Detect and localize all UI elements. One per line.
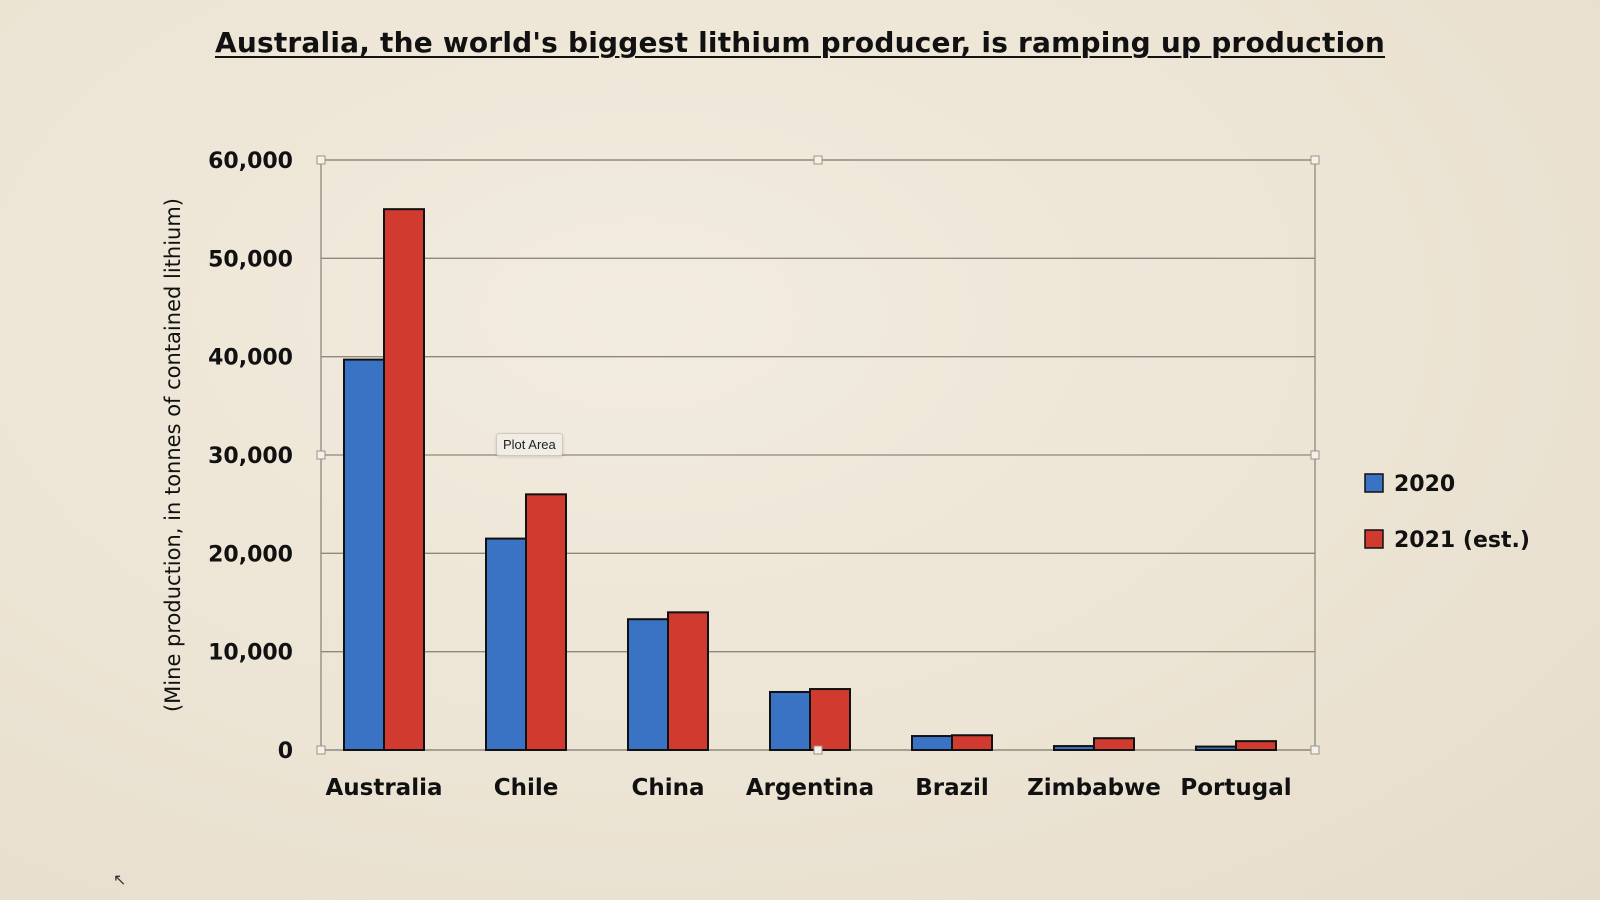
x-tick-label: Brazil	[915, 775, 989, 801]
y-tick-label: 60,000	[208, 149, 293, 174]
y-tick-label: 50,000	[208, 247, 293, 272]
selection-handle[interactable]	[1310, 745, 1320, 755]
legend-swatch	[1364, 473, 1384, 493]
legend-label: 2020	[1394, 472, 1455, 497]
selection-handle[interactable]	[316, 155, 326, 165]
bar-2021-est[interactable]	[951, 734, 993, 751]
bar-2020[interactable]	[1195, 745, 1237, 752]
bar-2020[interactable]	[343, 358, 385, 751]
x-tick-label: Australia	[325, 775, 442, 801]
y-axis-label: (Mine production, in tonnes of contained…	[161, 198, 185, 712]
y-tick-label: 0	[278, 739, 293, 764]
x-tick-label: Chile	[494, 775, 559, 801]
bar-2020[interactable]	[627, 618, 669, 752]
y-tick-label: 40,000	[208, 346, 293, 371]
x-tick-label: Argentina	[746, 775, 874, 801]
y-tick-label: 30,000	[208, 444, 293, 469]
bar-2021-est[interactable]	[1093, 737, 1135, 752]
x-tick-label: Portugal	[1180, 775, 1291, 801]
bar-2020[interactable]	[1053, 745, 1095, 751]
legend-swatch	[1364, 529, 1384, 549]
bar-2021-est[interactable]	[1235, 740, 1277, 752]
x-tick-label: Zimbabwe	[1027, 775, 1161, 801]
plot-area[interactable]: 0 10,000 20,000 30,000 40,000 50,000 60,000 Aus…	[208, 149, 1320, 801]
bar-2021-est[interactable]	[667, 611, 709, 751]
bar-2020[interactable]	[911, 735, 953, 752]
mouse-cursor-icon: ↖	[113, 870, 127, 889]
bar-2021-est[interactable]	[525, 493, 567, 752]
selection-handle[interactable]	[813, 155, 823, 165]
bar-2020[interactable]	[769, 690, 811, 752]
bar-2020[interactable]	[485, 537, 527, 751]
selection-handle[interactable]	[813, 745, 823, 755]
bar-2021-est[interactable]	[809, 688, 851, 751]
y-tick-label: 20,000	[208, 542, 293, 567]
selection-handle[interactable]	[1310, 155, 1320, 165]
selection-handle[interactable]	[1310, 450, 1320, 460]
x-tick-label: China	[631, 775, 704, 801]
legend-label: 2021 (est.)	[1394, 528, 1530, 553]
chart-title: Australia, the world's biggest lithium p…	[214, 26, 1386, 59]
selection-handle[interactable]	[316, 450, 326, 460]
plot-area-tooltip: Plot Area	[496, 433, 563, 456]
selection-handle[interactable]	[316, 745, 326, 755]
y-tick-label: 10,000	[208, 641, 293, 666]
bar-2021-est[interactable]	[383, 208, 425, 751]
